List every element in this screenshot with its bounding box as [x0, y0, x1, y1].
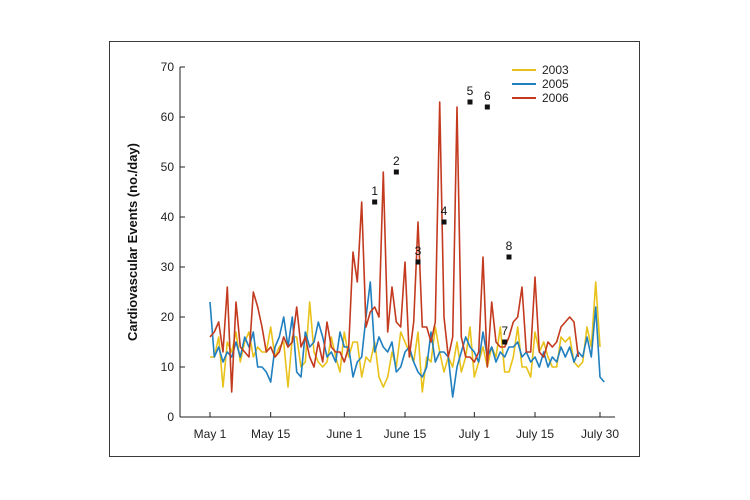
x-tick-label: June 1 [326, 427, 362, 441]
legend-label: 2006 [542, 91, 569, 105]
annotation-marker [372, 199, 378, 205]
y-tick-label: 50 [161, 160, 175, 174]
annotation-marker [393, 169, 399, 175]
annotation-marker [506, 254, 512, 260]
y-tick-label: 30 [161, 260, 175, 274]
y-axis-label: Cardiovascular Events (no./day) [125, 143, 140, 341]
annotation-label: 6 [484, 89, 491, 103]
annotation-label: 8 [506, 239, 513, 253]
chart-frame [109, 41, 640, 457]
y-tick-label: 70 [161, 60, 175, 74]
x-tick-label: May 1 [194, 427, 227, 441]
annotation-marker [415, 259, 421, 265]
x-tick-label: May 15 [251, 427, 291, 441]
y-tick-label: 10 [161, 360, 175, 374]
series-line-2006 [209, 101, 580, 393]
annotation-marker [467, 99, 473, 105]
annotation-label: 2 [393, 154, 400, 168]
legend-label: 2003 [542, 63, 569, 77]
legend-label: 2005 [542, 77, 569, 91]
annotation-marker [502, 339, 508, 345]
annotation-label: 3 [415, 244, 422, 258]
x-tick-label: July 30 [581, 427, 619, 441]
y-tick-label: 40 [161, 210, 175, 224]
y-tick-label: 0 [167, 410, 174, 424]
y-tick-label: 20 [161, 310, 175, 324]
y-tick-label: 60 [161, 110, 175, 124]
x-tick-label: July 1 [459, 427, 491, 441]
annotation-label: 4 [441, 204, 448, 218]
annotation-marker [441, 219, 447, 225]
series-line-2005 [209, 281, 605, 398]
annotation-label: 5 [467, 84, 474, 98]
x-tick-label: July 15 [516, 427, 554, 441]
annotation-label: 7 [501, 324, 508, 338]
x-tick-label: June 15 [384, 427, 427, 441]
annotation-label: 1 [371, 184, 378, 198]
annotation-marker [484, 104, 490, 110]
